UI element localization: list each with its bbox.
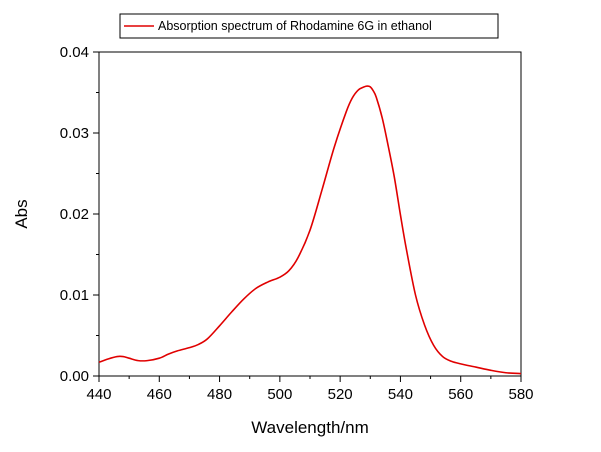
y-axis-title: Abs: [12, 199, 31, 228]
x-tick-label-460: 460: [147, 386, 172, 403]
x-tick-label-440: 440: [86, 386, 111, 403]
x-axis-title: Wavelength/nm: [251, 418, 368, 437]
axis-ticks: [93, 51, 522, 382]
y-tick-label-0.01: 0.01: [60, 287, 89, 304]
x-tick-label-580: 580: [508, 386, 533, 403]
series-line-0: [98, 85, 522, 375]
y-tick-label-0.02: 0.02: [60, 206, 89, 223]
axis-tick-labels: 440 460 480 500 520 540 560 580 0.00 0.01 0.02 0.03…: [60, 44, 534, 403]
legend: Absorption spectrum of Rhodamine 6G in e…: [119, 13, 499, 39]
y-tick-label-0.03: 0.03: [60, 125, 89, 142]
legend-label: Absorption spectrum of Rhodamine 6G in e…: [158, 19, 432, 33]
plot-frame: [98, 51, 522, 377]
x-tick-label-480: 480: [207, 386, 232, 403]
series-group: [98, 85, 522, 375]
x-tick-label-560: 560: [448, 386, 473, 403]
y-tick-label-0.04: 0.04: [60, 44, 89, 61]
x-tick-label-500: 500: [267, 386, 292, 403]
x-tick-label-540: 540: [388, 386, 413, 403]
x-tick-label-520: 520: [328, 386, 353, 403]
y-tick-label-0.00: 0.00: [60, 368, 89, 385]
legend-box: [119, 13, 499, 39]
